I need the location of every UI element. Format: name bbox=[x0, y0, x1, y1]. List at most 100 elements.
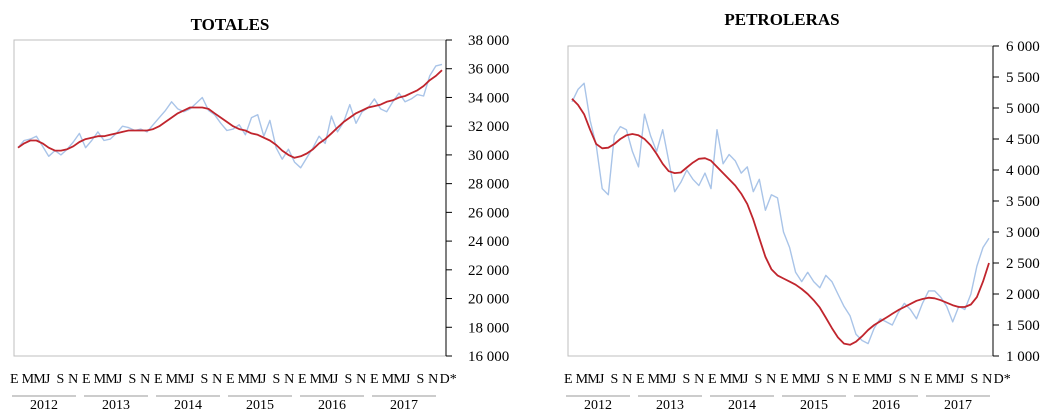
x-month-label: N bbox=[694, 372, 704, 387]
y-tick-label: 30 000 bbox=[468, 148, 509, 164]
x-month-label: M bbox=[731, 372, 744, 387]
x-month-label: M bbox=[249, 372, 262, 387]
y-tick-label: 1 000 bbox=[1006, 349, 1040, 365]
x-month-label: E bbox=[636, 372, 645, 387]
y-tick-label: 32 000 bbox=[468, 119, 509, 135]
x-month-label: N bbox=[838, 372, 848, 387]
y-tick-label: 5 000 bbox=[1006, 101, 1040, 117]
y-tick-label: 16 000 bbox=[468, 349, 509, 365]
x-month-label: J bbox=[45, 372, 51, 387]
x-year-label: 2014 bbox=[728, 398, 756, 413]
y-tick-label: 2 000 bbox=[1006, 287, 1040, 303]
x-year-label: 2017 bbox=[944, 398, 972, 413]
x-year-label: 2013 bbox=[102, 398, 130, 413]
x-month-label: S bbox=[272, 372, 280, 387]
y-tick-label: 26 000 bbox=[468, 205, 509, 221]
x-month-label: S bbox=[200, 372, 208, 387]
x-month-label: M bbox=[947, 372, 960, 387]
x-month-label: J bbox=[261, 372, 267, 387]
x-month-label: S bbox=[344, 372, 352, 387]
series-line-trend bbox=[17, 69, 443, 159]
y-tick-label: 18 000 bbox=[468, 320, 509, 336]
y-tick-label: 22 000 bbox=[468, 263, 509, 279]
x-month-label: S bbox=[898, 372, 906, 387]
x-month-label: J bbox=[743, 372, 749, 387]
x-month-label: E bbox=[370, 372, 379, 387]
x-month-label: M bbox=[382, 372, 395, 387]
x-month-label: S bbox=[970, 372, 978, 387]
x-year-label: 2017 bbox=[390, 398, 418, 413]
x-month-label: N bbox=[212, 372, 222, 387]
chart-totales: TOTALES 38 000 36 000 34 000 32 000 30 000 28… bbox=[10, 15, 509, 413]
x-month-label: M bbox=[33, 372, 46, 387]
series-line-trend bbox=[571, 98, 990, 346]
x-month-label: N bbox=[766, 372, 776, 387]
x-year-label: 2013 bbox=[656, 398, 684, 413]
x-month-label: J bbox=[959, 372, 965, 387]
x-month-label: E bbox=[10, 372, 19, 387]
x-month-label: E bbox=[780, 372, 789, 387]
y-tick-label: 28 000 bbox=[468, 177, 509, 193]
x-month-label: M bbox=[310, 372, 323, 387]
y-tick-label: 38 000 bbox=[468, 33, 509, 49]
x-month-label: J bbox=[599, 372, 605, 387]
x-month-label: M bbox=[393, 372, 406, 387]
x-month-label: S bbox=[416, 372, 424, 387]
y-tick-label: 34 000 bbox=[468, 90, 509, 106]
x-month-label: S bbox=[754, 372, 762, 387]
x-month-label: S bbox=[610, 372, 618, 387]
x-month-label: N bbox=[356, 372, 366, 387]
x-month-label: D* bbox=[440, 372, 457, 387]
x-month-label: M bbox=[864, 372, 877, 387]
x-year-label: 2012 bbox=[584, 398, 612, 413]
x-month-label: M bbox=[936, 372, 949, 387]
series-line-monthly bbox=[17, 63, 443, 169]
x-month-label: M bbox=[238, 372, 251, 387]
x-month-label: S bbox=[56, 372, 64, 387]
x-year-label: 2014 bbox=[174, 398, 202, 413]
x-month-label: J bbox=[117, 372, 123, 387]
series-line-monthly bbox=[571, 82, 990, 345]
x-month-label: M bbox=[321, 372, 334, 387]
x-month-label: N bbox=[140, 372, 150, 387]
y-tick-label: 6 000 bbox=[1006, 39, 1040, 55]
x-month-label: M bbox=[22, 372, 35, 387]
x-month-label: E bbox=[924, 372, 933, 387]
x-month-label: E bbox=[708, 372, 717, 387]
x-month-label: J bbox=[671, 372, 677, 387]
x-month-label: E bbox=[154, 372, 163, 387]
x-month-label: M bbox=[576, 372, 589, 387]
y-tick-label: 4 000 bbox=[1006, 163, 1040, 179]
x-month-label: M bbox=[587, 372, 600, 387]
x-year-label: 2015 bbox=[246, 398, 274, 413]
x-month-label: M bbox=[648, 372, 661, 387]
x-month-label: M bbox=[105, 372, 118, 387]
x-month-label: M bbox=[166, 372, 179, 387]
x-month-label: M bbox=[875, 372, 888, 387]
chart-petroleras: PETROLERAS 6 000 5 500 5 000 4 500 4 000 3 50… bbox=[564, 10, 1040, 413]
y-tick-label: 20 000 bbox=[468, 292, 509, 308]
x-month-label: D* bbox=[994, 372, 1011, 387]
chart-title: PETROLERAS bbox=[724, 10, 839, 29]
x-year-label: 2016 bbox=[872, 398, 900, 413]
x-month-label: J bbox=[189, 372, 195, 387]
x-month-label: N bbox=[910, 372, 920, 387]
x-month-label: E bbox=[564, 372, 573, 387]
x-month-label: S bbox=[128, 372, 136, 387]
y-tick-label: 36 000 bbox=[468, 62, 509, 78]
x-year-label: 2012 bbox=[30, 398, 58, 413]
y-tick-label: 3 000 bbox=[1006, 225, 1040, 241]
x-month-label: N bbox=[68, 372, 78, 387]
x-month-label: M bbox=[803, 372, 816, 387]
x-month-label: J bbox=[887, 372, 893, 387]
x-month-label: E bbox=[82, 372, 91, 387]
x-month-label: E bbox=[298, 372, 307, 387]
x-month-label: J bbox=[815, 372, 821, 387]
x-month-label: M bbox=[792, 372, 805, 387]
x-month-label: N bbox=[428, 372, 438, 387]
chart-title: TOTALES bbox=[191, 15, 270, 34]
x-month-label: J bbox=[333, 372, 339, 387]
y-tick-label: 4 500 bbox=[1006, 132, 1040, 148]
x-year-label: 2016 bbox=[318, 398, 346, 413]
